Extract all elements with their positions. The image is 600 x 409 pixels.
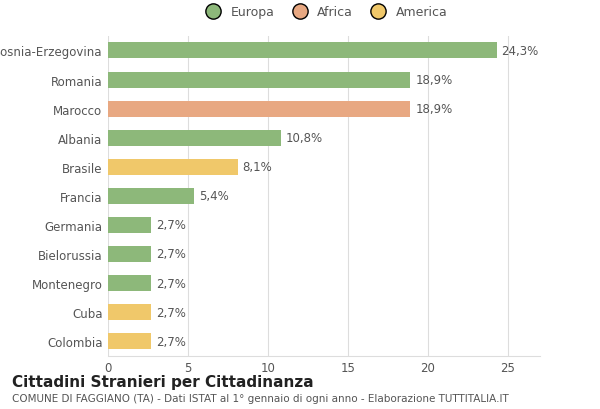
Bar: [108, 72, 410, 88]
Text: Cittadini Stranieri per Cittadinanza: Cittadini Stranieri per Cittadinanza: [12, 374, 314, 389]
Bar: [108, 304, 151, 320]
Bar: [108, 130, 281, 146]
Bar: [108, 275, 151, 291]
Bar: [108, 160, 238, 175]
Bar: [108, 101, 410, 117]
Text: 10,8%: 10,8%: [286, 132, 323, 145]
Text: 18,9%: 18,9%: [415, 103, 452, 116]
Text: 5,4%: 5,4%: [199, 190, 229, 203]
Bar: [108, 188, 194, 204]
Text: 2,7%: 2,7%: [156, 335, 186, 348]
Text: 2,7%: 2,7%: [156, 248, 186, 261]
Bar: [108, 217, 151, 233]
Bar: [108, 43, 497, 59]
Text: 8,1%: 8,1%: [242, 161, 272, 174]
Text: COMUNE DI FAGGIANO (TA) - Dati ISTAT al 1° gennaio di ogni anno - Elaborazione T: COMUNE DI FAGGIANO (TA) - Dati ISTAT al …: [12, 393, 509, 403]
Bar: [108, 246, 151, 262]
Bar: [108, 333, 151, 349]
Text: 2,7%: 2,7%: [156, 277, 186, 290]
Text: 2,7%: 2,7%: [156, 219, 186, 232]
Text: 2,7%: 2,7%: [156, 306, 186, 319]
Text: 18,9%: 18,9%: [415, 74, 452, 87]
Legend: Europa, Africa, America: Europa, Africa, America: [196, 1, 452, 24]
Text: 24,3%: 24,3%: [502, 45, 539, 58]
